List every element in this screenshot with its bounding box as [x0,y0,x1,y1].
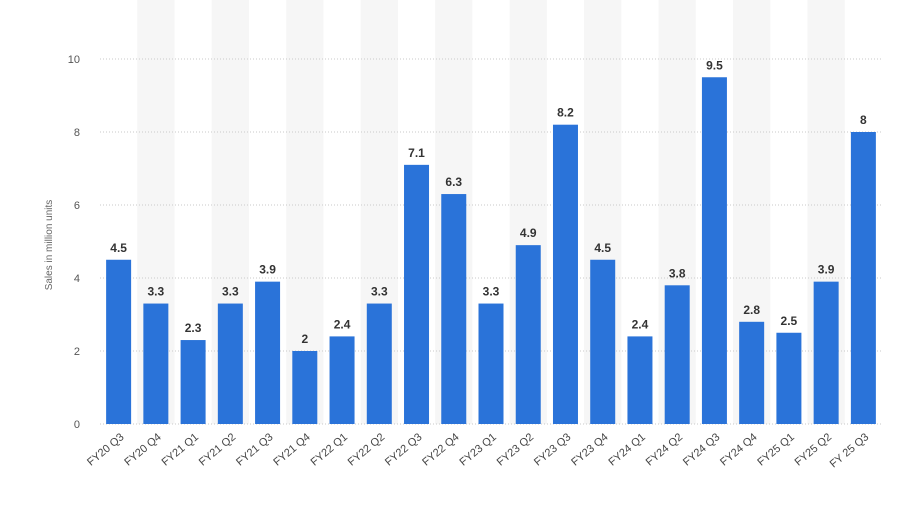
x-tick-label: FY23 Q4 [569,431,610,468]
x-tick-label: FY23 Q2 [495,431,536,468]
bar[interactable] [143,303,169,424]
data-label: 3.9 [259,263,276,277]
data-label: 6.3 [445,175,462,189]
y-tick-label: 2 [74,346,80,358]
x-tick-label: FY24 Q4 [718,431,759,468]
bars [106,77,876,424]
bar[interactable] [664,285,690,424]
bar[interactable] [255,281,281,424]
x-tick-label: FY21 Q4 [271,431,312,468]
bar[interactable] [850,132,876,424]
bar[interactable] [590,259,616,424]
data-label: 2.4 [632,317,649,331]
bar[interactable] [366,303,392,424]
bar[interactable] [515,245,541,424]
x-tick-label: FY25 Q1 [755,431,796,468]
bar[interactable] [180,340,206,424]
x-tick-label: FY23 Q3 [532,431,573,468]
x-tick-label: FY22 Q4 [420,431,461,468]
x-tick-label: FY21 Q3 [234,431,275,468]
x-tick-label: FY23 Q1 [457,431,498,468]
data-label: 2.4 [334,317,351,331]
data-label: 3.3 [483,285,500,299]
data-label: 4.5 [594,241,611,255]
bar[interactable] [441,194,467,424]
bar[interactable] [776,332,802,424]
y-axis-title: Sales in million units [44,200,55,291]
data-labels: 4.5 3.3 2.3 3.3 3.9 2 2.4 3.3 7.1 6.3 3.3 4.9 8.2 4.5… [110,58,867,346]
x-tick-label: FY24 Q2 [644,431,685,468]
x-tick-label: FY20 Q4 [122,431,163,468]
bar[interactable] [329,336,355,424]
data-label: 3.3 [222,285,239,299]
y-tick-label: 8 [74,127,80,139]
data-label: 3.3 [371,285,388,299]
x-tick-label: FY22 Q3 [383,431,424,468]
bar[interactable] [739,321,765,424]
data-label: 3.3 [148,285,165,299]
bar[interactable] [292,351,318,424]
bar[interactable] [478,303,504,424]
bar[interactable] [552,124,578,424]
bar[interactable] [813,281,839,424]
bar[interactable] [701,77,727,424]
bar[interactable] [217,303,243,424]
y-tick-label: 10 [68,54,80,66]
data-label: 7.1 [408,146,425,160]
y-axis-ticks: 0 2 4 6 8 10 [68,54,80,431]
data-label: 9.5 [706,58,723,72]
bar[interactable] [404,164,430,424]
bar[interactable] [106,259,132,424]
data-label: 3.8 [669,266,686,280]
y-tick-label: 6 [74,200,80,212]
x-tick-label: FY21 Q1 [160,431,201,468]
data-label: 4.5 [110,241,127,255]
data-label: 4.9 [520,226,537,240]
x-tick-label: FY 25 Q3 [828,431,872,470]
bar[interactable] [627,336,653,424]
x-tick-label: FY20 Q3 [85,431,126,468]
x-tick-label: FY22 Q1 [309,431,350,468]
y-tick-label: 4 [74,273,80,285]
data-label: 8.2 [557,106,574,120]
data-label: 2.8 [743,303,760,317]
data-label: 2.3 [185,321,202,335]
data-label: 2 [301,332,308,346]
y-tick-label: 0 [74,419,80,431]
data-label: 3.9 [818,263,835,277]
x-tick-label: FY22 Q2 [346,431,387,468]
data-label: 8 [860,113,867,127]
x-tick-label: FY24 Q1 [606,431,647,468]
x-tick-label: FY21 Q2 [197,431,238,468]
x-tick-label: FY24 Q3 [681,431,722,468]
data-label: 2.5 [781,314,798,328]
